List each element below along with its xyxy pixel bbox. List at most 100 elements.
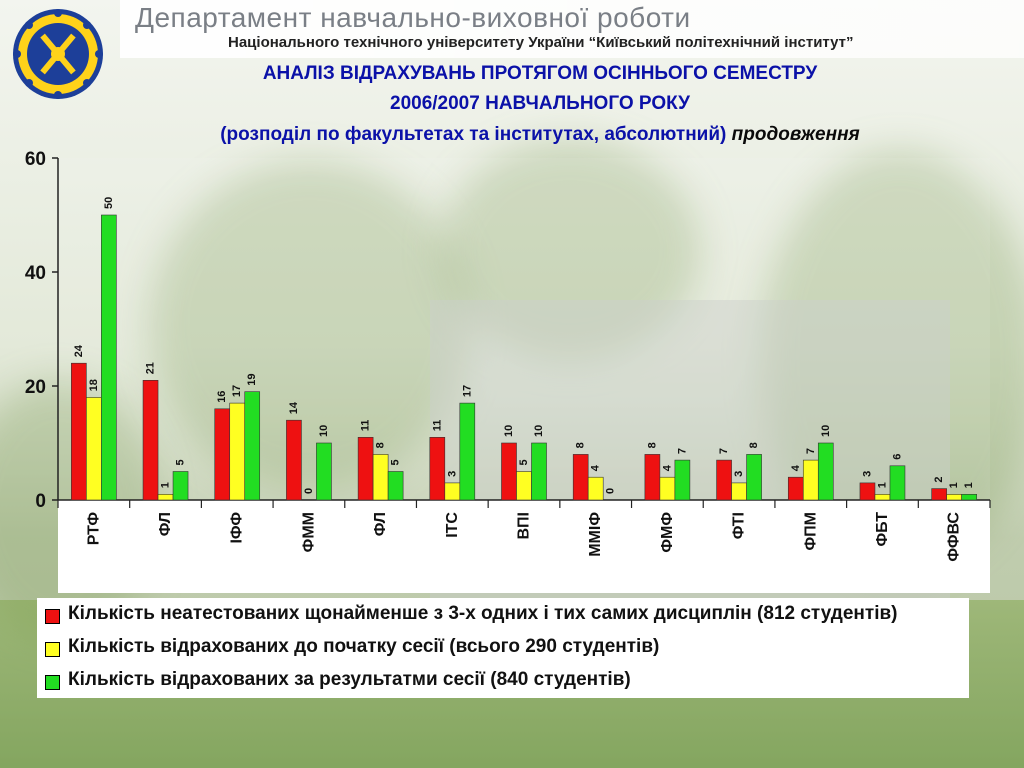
legend-swatch-green [45,675,60,690]
university-logo [13,9,103,99]
y-tick-label: 20 [25,377,46,398]
bar [214,408,231,501]
legend-item-green: Кількість відрахованих за результатми се… [42,666,967,698]
legend-item-red: Кількість неатестованих щонайменше з 3-х… [42,600,967,632]
x-category-label: ФЛ [157,512,174,536]
bar [157,493,174,501]
bar [644,454,661,501]
bar [889,465,906,501]
x-category-label: ФММ [300,512,317,552]
legend-item-yellow: Кількість відрахованих до початку сесії … [42,633,967,665]
bar [501,442,517,501]
bar [746,454,762,501]
bar [874,493,891,501]
bar [142,380,159,501]
bar-value-label: 10 [503,425,515,437]
bar-value-label: 2 [933,476,945,482]
bar [674,459,691,501]
slide-title-continued: продовження [731,124,860,145]
bar-value-label: 17 [461,385,473,397]
bar [86,397,102,501]
chart-legend: Кількість неатестованих щонайменше з 3-х… [37,598,969,698]
bar-value-label: 10 [318,425,330,437]
bar [572,454,589,501]
header-band [120,0,1024,58]
bar-value-label: 11 [431,420,443,432]
bar [817,442,834,501]
x-category-label: ФБТ [874,512,891,547]
x-category-label: ІФФ [229,512,246,544]
bar [429,436,446,501]
bar [244,391,261,501]
bar [731,482,747,501]
x-category-label: РТФ [85,512,102,546]
bar [229,402,246,501]
bar-value-label: 8 [375,442,387,448]
bar-value-label: 24 [73,344,85,357]
bar [286,419,302,501]
x-category-label: ВПІ [516,512,533,540]
bar [101,214,117,501]
bar-value-label: 4 [590,464,602,471]
x-category-label: ФТІ [731,512,748,539]
bar [316,442,332,501]
bar-value-label: 11 [360,420,372,432]
bar [787,476,804,501]
bar-value-label: 7 [676,448,688,454]
bar [516,471,532,501]
y-tick-label: 40 [25,263,46,284]
bar [587,476,604,501]
bar-value-label: 16 [216,391,228,403]
x-category-label: ФМФ [659,512,676,553]
y-tick-label: 0 [35,491,46,512]
bar [802,459,819,501]
bar-value-label: 50 [103,197,115,209]
bar-value-label: 7 [718,448,730,454]
bar [357,436,374,501]
bar [444,482,461,501]
bar-value-label: 19 [246,373,258,385]
department-subtitle: Національного технічного університету Ук… [228,34,854,51]
bar-value-label: 4 [790,464,802,471]
slide-title-line3: (розподіл по факультетах та інститутах, … [60,124,1020,146]
bar [459,402,476,501]
bar-value-label: 1 [160,482,172,488]
bar-value-label: 10 [533,425,545,437]
bar-value-label: 10 [820,425,832,437]
bar [931,488,947,501]
bar-value-label: 8 [646,442,658,448]
y-tick-label: 60 [25,149,46,170]
bar [659,476,676,501]
bar-value-label: 17 [231,385,243,397]
x-category-label: ММІФ [587,512,604,557]
bar-value-label: 18 [88,379,100,391]
bar-value-label: 3 [733,471,745,477]
bar [946,493,962,501]
bar-value-label: 1 [963,482,975,488]
bar-value-label: 4 [661,464,673,471]
bar [387,471,404,501]
legend-label-yellow: Кількість відрахованих до початку сесії … [68,636,660,657]
legend-label-red: Кількість неатестованих щонайменше з 3-х… [68,603,898,624]
x-category-label: ФПМ [802,512,819,550]
bar [961,493,977,501]
bar-value-label: 1 [876,482,888,488]
bar [531,442,547,501]
legend-label-green: Кількість відрахованих за результатми се… [68,669,631,690]
bar-value-label: 1 [948,482,960,488]
slide-title-line3-main: (розподіл по факультетах та інститутах, … [220,124,727,145]
x-category-label: ФФВС [946,512,963,562]
bar [71,362,87,501]
legend-swatch-red [45,609,60,624]
bar-value-label: 5 [518,459,530,465]
bar-value-label: 21 [145,362,157,374]
x-category-label: ІТС [444,512,461,538]
bar-value-label: 5 [175,459,187,465]
bar [716,459,732,501]
bar-value-label: 8 [575,442,587,448]
bar-value-label: 5 [390,459,402,465]
bar-value-label: 8 [748,442,760,448]
bar-value-label: 14 [288,401,300,414]
bar-value-label: 3 [446,471,458,477]
bar [172,471,189,501]
